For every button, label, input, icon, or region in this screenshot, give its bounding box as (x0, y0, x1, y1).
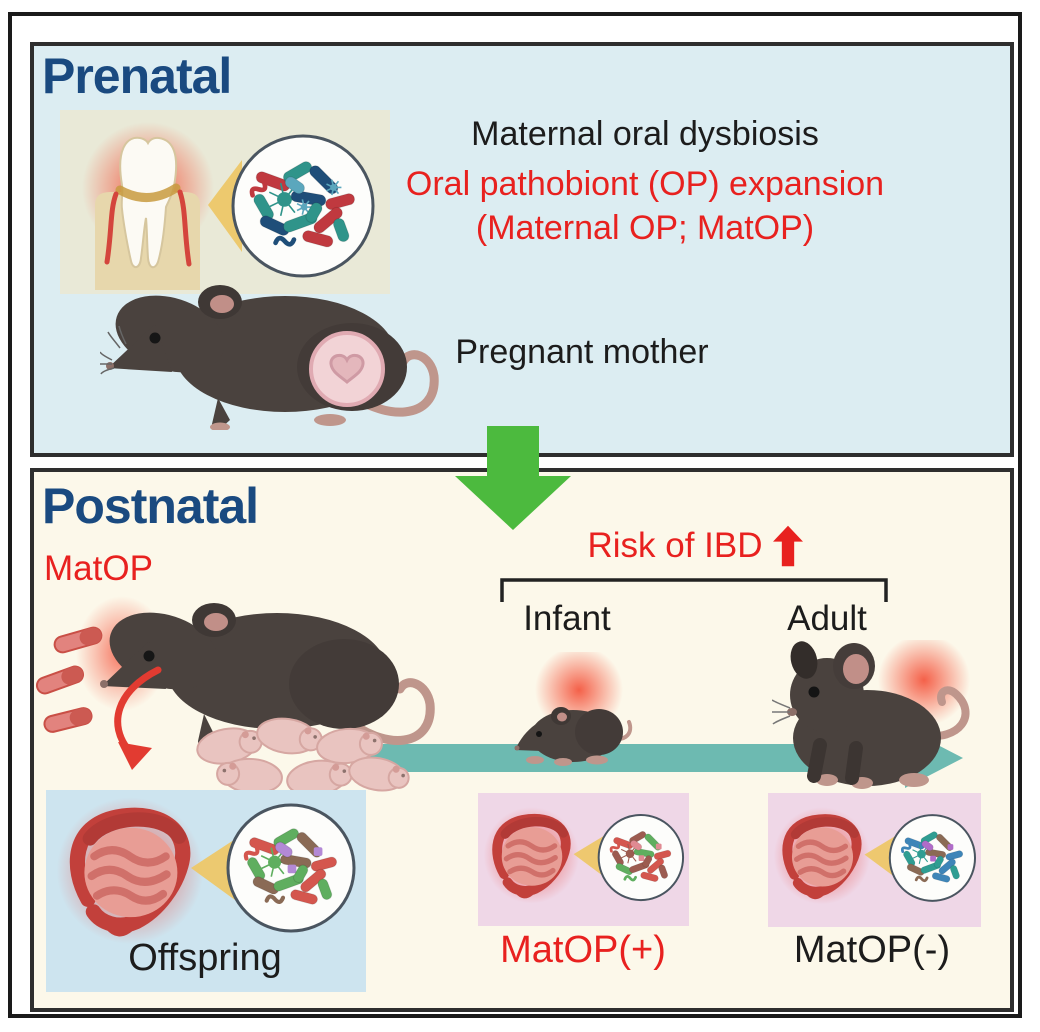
matop-negative-gut-illustration (768, 793, 977, 927)
offspring-label: Offspring (128, 937, 282, 979)
risk-of-ibd-label: Risk of IBD (587, 525, 763, 565)
mother-haunch (289, 639, 399, 729)
op-expansion-line2: (Maternal OP; MatOP) (475, 209, 815, 247)
risk-up-arrow-icon (772, 525, 803, 567)
transfer-curved-arrow-icon (114, 666, 162, 770)
offspring-microbes (243, 828, 338, 905)
mouse-hind-paw (314, 414, 346, 426)
infant-adult-bracket (500, 578, 888, 602)
pregnant-mother-label: Pregnant mother (455, 333, 709, 371)
adult-eye (808, 686, 820, 698)
pregnant-mouse-illustration (100, 285, 439, 430)
matop-positive-microbes (609, 831, 672, 882)
adult-label: Adult (787, 599, 867, 638)
adult-paw (899, 773, 929, 787)
mother-eye (143, 650, 155, 662)
tooth (119, 136, 178, 269)
offspring-gut-illustration (46, 790, 356, 950)
infant-paw (526, 756, 544, 764)
mother-nose (100, 680, 108, 688)
infant-rump (575, 709, 623, 755)
timeline-arrow-icon (368, 728, 963, 788)
dysbiosis-label: Maternal oral dysbiosis (471, 115, 819, 153)
adult-tail (918, 686, 970, 741)
oral-microbes (249, 161, 356, 248)
adult-whiskers (772, 699, 791, 725)
op-expansion-label: Oral pathobiont (OP) expansion (Maternal… (395, 162, 895, 250)
mouse-front-leg (212, 398, 230, 430)
adult-nose (787, 708, 797, 716)
tartar (115, 183, 181, 202)
mouse-eye (149, 332, 161, 344)
pups-pile (196, 717, 410, 797)
mouse-ear-inner (210, 295, 234, 313)
embryo-heart-icon (329, 353, 365, 384)
infant-eye (536, 731, 542, 737)
mother-ear-inner (204, 613, 228, 631)
infant-mouse-illustration (514, 652, 633, 766)
mouse-whiskers (100, 325, 127, 375)
zoom-beam (208, 160, 242, 252)
matop-positive-gut-illustration (478, 793, 685, 926)
adult-paw (816, 774, 838, 786)
adult-ear-left (790, 641, 818, 679)
prenatal-title: Prenatal (42, 48, 232, 104)
gum-right (177, 189, 192, 267)
risk-of-ibd-row: Risk of IBD (530, 524, 860, 568)
infant-paw (554, 758, 572, 766)
infant-nose (514, 745, 520, 751)
op-expansion-line1: Oral pathobiont (OP) expansion (405, 165, 885, 203)
postnatal-title: Postnatal (42, 478, 259, 534)
infant-ear-inner (557, 712, 567, 722)
adult-front-legs (807, 738, 863, 785)
matop-negative-microbes (900, 831, 964, 883)
infant-label: Infant (523, 599, 611, 638)
tooth-and-microbes-illustration (82, 122, 375, 290)
gum-left (104, 191, 119, 265)
oral-pathobiont-rods-icon (35, 626, 103, 733)
flow-down-arrow-icon (455, 426, 571, 530)
infant-paw (586, 755, 608, 765)
matop-negative-label: MatOP(-) (793, 929, 951, 971)
adult-mouse-illustration (772, 640, 970, 789)
matop-positive-label: MatOP(+) (500, 929, 666, 971)
mouse-front-paw (210, 422, 230, 430)
matop-label: MatOP (44, 549, 153, 588)
adult-ear-inner (843, 654, 869, 684)
